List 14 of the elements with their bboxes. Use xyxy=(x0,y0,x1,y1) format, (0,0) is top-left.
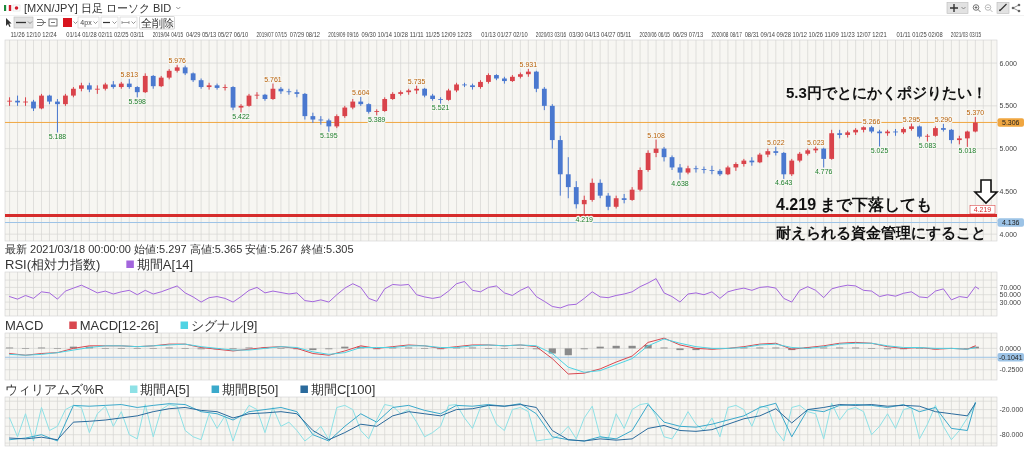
legend: 期間A[14] xyxy=(126,256,194,272)
legend-label: MACD[12-26] xyxy=(79,317,159,333)
text: 最新 2021/03/18 00:00:00 始値:5.297 高値:5.365 安値:5.267 終値:5.305 xyxy=(5,242,354,255)
chart-title: MACD xyxy=(5,317,44,333)
legend-label: 期間C[100] xyxy=(310,381,376,397)
annotation: 4.219 まで下落しても xyxy=(776,196,933,213)
annotation: 5.3円でとにかくポジりたい！ xyxy=(786,84,987,101)
legend-label: 期間B[50] xyxy=(222,381,279,397)
chart-title: [MXN/JPY] 日足 ローソク BID xyxy=(24,2,172,14)
chart-title: ウィリアムズ%R xyxy=(5,381,104,397)
legend-label: 期間A[5] xyxy=(140,381,190,397)
chart-title: RSI(相対力指数) xyxy=(5,256,101,272)
annotation: 耐えられる資金管理にすること xyxy=(776,224,986,242)
legend-label: シグナル[9] xyxy=(191,317,258,333)
